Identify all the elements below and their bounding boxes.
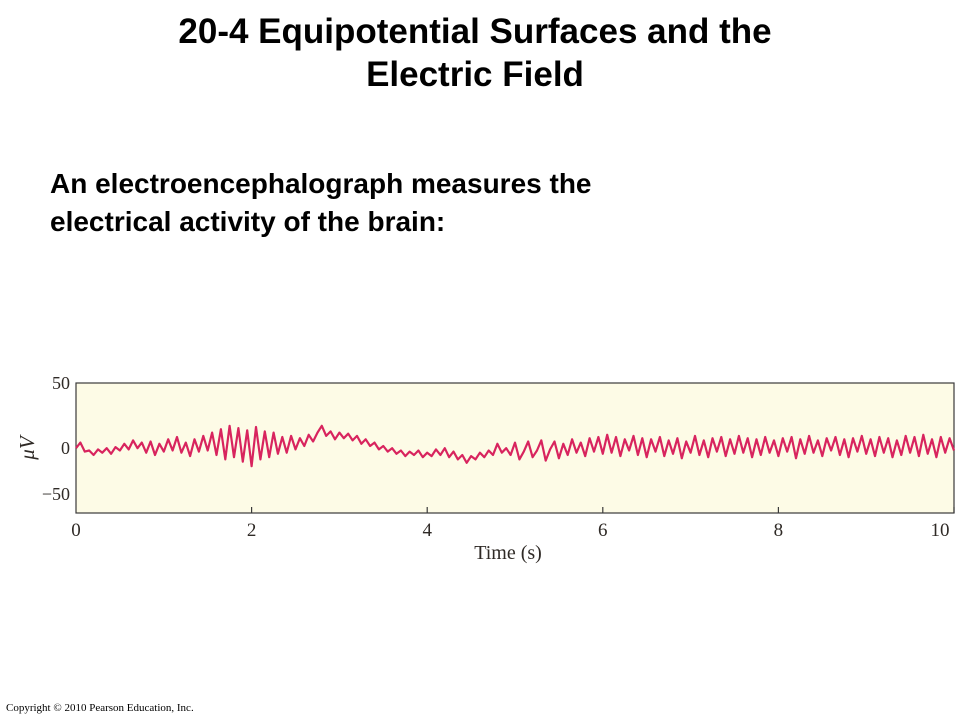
slide-title: 20-4 Equipotential Surfaces and the Elec… <box>60 10 890 96</box>
y-axis-label: μV <box>15 434 39 461</box>
x-tick-label: 2 <box>247 520 257 541</box>
body-line-2: electrical activity of the brain: <box>50 206 446 237</box>
x-tick-marks <box>251 507 955 513</box>
series-group <box>75 424 956 468</box>
eeg-series-line <box>75 424 956 468</box>
title-line-1: 20-4 Equipotential Surfaces and the <box>178 12 772 51</box>
x-tick-label: 0 <box>71 520 81 541</box>
y-tick-labels: 50 0 −50 <box>42 373 70 504</box>
y-tick-label: −50 <box>42 484 70 504</box>
body-line-1: An electroencephalograph measures the <box>50 168 592 199</box>
x-axis-label: Time (s) <box>474 542 542 564</box>
x-tick-label: 4 <box>422 520 432 541</box>
x-tick-label: 10 <box>931 520 950 541</box>
plot-area <box>75 382 955 514</box>
title-line-2: Electric Field <box>366 55 584 94</box>
y-tick-label: 50 <box>52 373 70 393</box>
x-tick-labels: 0 2 4 6 8 10 <box>71 520 949 541</box>
eeg-chart: 500−50 0 2 4 6 8 10 μV Time (s) <box>15 373 956 564</box>
slide-body: An electroencephalograph measures the el… <box>50 165 910 241</box>
x-tick-label: 8 <box>774 520 784 541</box>
y-tick-label: 0 <box>61 438 70 458</box>
copyright-notice: Copyright © 2010 Pearson Education, Inc. <box>6 702 194 714</box>
x-tick-label: 6 <box>598 520 608 541</box>
